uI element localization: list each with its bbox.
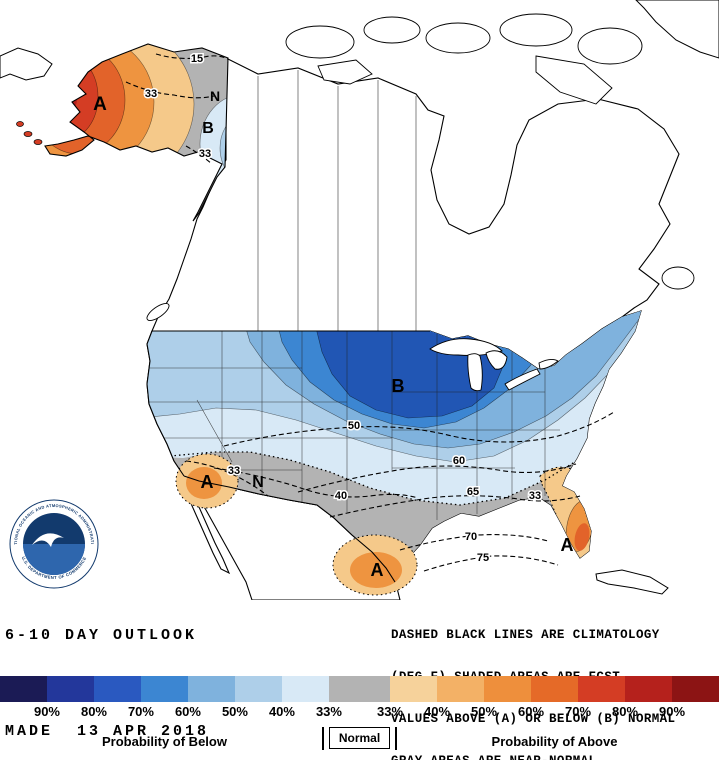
contour-label: 60 xyxy=(453,455,465,467)
colorbar-cell xyxy=(484,676,532,702)
probability-above-label: Probability of Above xyxy=(491,734,618,749)
contour-label: 33 xyxy=(529,490,541,502)
contour-label: 33 xyxy=(199,148,211,160)
aleutian-islands xyxy=(16,121,43,145)
contour-label: 65 xyxy=(467,486,479,498)
region-label-texas-above: A xyxy=(371,560,384,580)
percent-label: 80% xyxy=(80,704,107,719)
above-normal-florida-inner xyxy=(574,523,590,551)
colorbar-cell xyxy=(672,676,719,702)
colorbar-cell xyxy=(47,676,94,702)
noaa-gull-icon xyxy=(32,533,64,547)
note-line-4: GRAY AREAS ARE NEAR-NORMAL xyxy=(391,754,675,760)
contour-label: 50 xyxy=(348,420,360,432)
colorbar xyxy=(0,676,719,702)
contour-label: 70 xyxy=(465,531,477,543)
colorbar-cell xyxy=(390,676,438,702)
normal-label-box: Normal xyxy=(329,727,390,749)
percent-label: 50% xyxy=(471,704,498,719)
percent-label: 90% xyxy=(33,704,60,719)
greenland-outline xyxy=(635,0,719,59)
probability-below-label: Probability of Below xyxy=(102,734,227,749)
contour-label: 15 xyxy=(191,53,203,65)
us-border-restroke xyxy=(146,330,430,583)
normal-tick-left xyxy=(322,727,324,750)
percent-label: 80% xyxy=(611,704,639,719)
contour-label: 33 xyxy=(228,465,240,477)
region-label-alaska-normal: N xyxy=(210,88,220,104)
newfoundland xyxy=(661,266,695,290)
percent-label: 90% xyxy=(658,704,686,719)
percent-label: 70% xyxy=(127,704,154,719)
percent-label: 60% xyxy=(174,704,201,719)
region-label-florida-above: A xyxy=(561,535,574,555)
north-america-map: 15 33 33 50 60 40 33 65 70 75 33 A N B B… xyxy=(0,0,719,600)
above-normal-texas-core xyxy=(350,552,402,588)
above-normal-socal-core xyxy=(186,467,222,499)
great-lakes xyxy=(429,338,559,392)
note-line-3: VALUES ABOVE (A) OR BELOW (B) NORMAL xyxy=(391,712,676,726)
colorbar-cell xyxy=(531,676,579,702)
note-line-1: DASHED BLACK LINES ARE CLIMATOLOGY xyxy=(391,628,660,642)
percent-label: 50% xyxy=(221,704,248,719)
contour-label: 75 xyxy=(477,552,489,564)
chukotka-outline xyxy=(0,47,53,81)
contour-label: 40 xyxy=(335,490,347,502)
state-borders xyxy=(147,331,560,520)
region-label-alaska-above: A xyxy=(93,94,107,115)
percent-label: 40% xyxy=(268,704,295,719)
colorbar-cell xyxy=(329,676,391,702)
colorbar-cell xyxy=(94,676,141,702)
colorbar-cell xyxy=(437,676,485,702)
cuba-outline xyxy=(595,569,669,595)
region-label-central-below: B xyxy=(392,376,405,396)
percent-row: 90% 80% 70% 60% 50% 40% 33% 33% 40% 50% 60% 70% 80% 9… xyxy=(0,704,719,720)
title-line-1: 6-10 DAY OUTLOOK xyxy=(5,627,198,644)
percent-label: 33% xyxy=(377,704,404,719)
noaa-sea xyxy=(23,544,85,575)
percent-label: 60% xyxy=(518,704,545,719)
canada-outline xyxy=(151,57,680,370)
region-label-alaska-below: B xyxy=(202,120,214,137)
colorbar-cell xyxy=(625,676,673,702)
title-line-3: MADE 13 APR 2018 xyxy=(5,723,210,740)
contour-label: 33 xyxy=(145,88,157,100)
colorbar-cell xyxy=(0,676,47,702)
dotted-33-boundary xyxy=(169,451,579,506)
percent-label: 40% xyxy=(424,704,451,719)
province-borders xyxy=(257,70,417,331)
climatology-contours xyxy=(125,53,615,572)
alaska-outline xyxy=(44,43,229,222)
region-label-socal-above: A xyxy=(201,472,214,492)
colorbar-cell xyxy=(141,676,188,702)
colorbar-cell xyxy=(578,676,626,702)
region-label-sw-normal: N xyxy=(252,474,264,491)
percent-label: 70% xyxy=(565,704,592,719)
colorbar-cell xyxy=(235,676,282,702)
percent-label: 33% xyxy=(315,704,342,719)
arctic-islands xyxy=(285,13,643,105)
colorbar-cell xyxy=(188,676,235,702)
normal-tick-right xyxy=(395,727,397,750)
noaa-logo: NATIONAL OCEANIC AND ATMOSPHERIC ADMINIS… xyxy=(8,498,99,589)
vancouver-island xyxy=(146,303,170,321)
colorbar-cell xyxy=(282,676,329,702)
